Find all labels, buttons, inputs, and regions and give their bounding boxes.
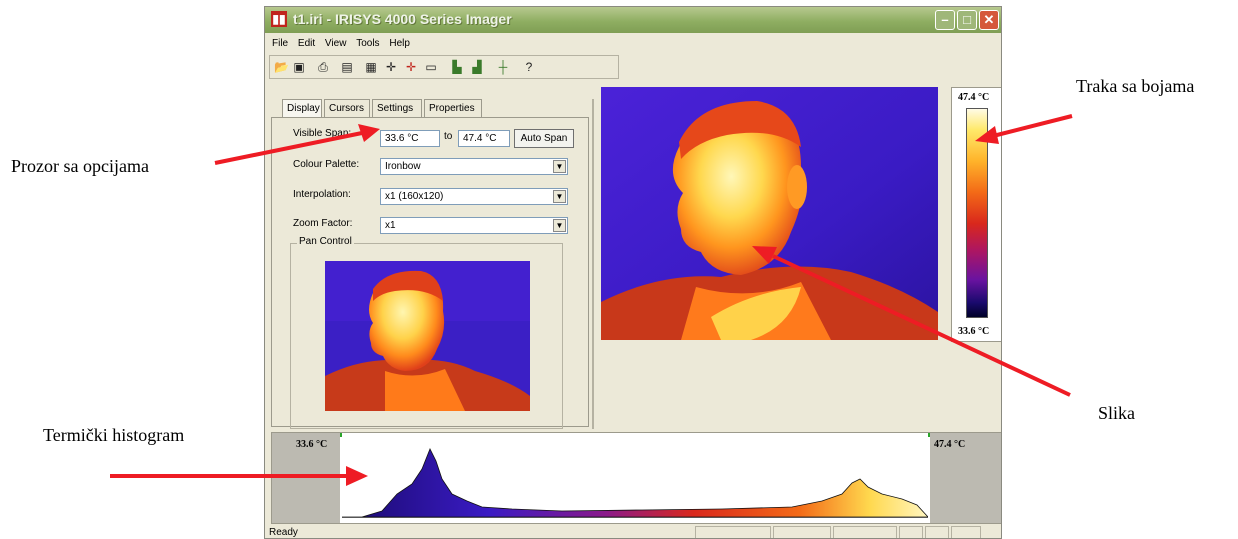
annotation-options: Prozor sa opcijama: [11, 156, 149, 176]
color-bar-max-label: 47.4 °C: [958, 92, 990, 103]
status-segment: [773, 526, 831, 538]
toolbar: 📂 ▣ ⎙ ▤ ▦ ✛ ✛ ▭ ▙ ▟ ┼ ?: [269, 55, 619, 79]
thermal-image[interactable]: [601, 87, 938, 340]
menu-help[interactable]: Help: [389, 38, 410, 49]
palette-select[interactable]: Ironbow ▼: [380, 158, 568, 175]
pan-control-label: Pan Control: [297, 236, 354, 247]
color-bar: [966, 108, 988, 318]
histogram-cursor-icon[interactable]: ┼: [498, 60, 508, 74]
window-title: t1.iri - IRISYS 4000 Series Imager: [293, 11, 512, 27]
cursor-icon[interactable]: ✛: [385, 60, 397, 74]
status-segment: [695, 526, 771, 538]
menu-tools[interactable]: Tools: [356, 38, 380, 49]
app-icon: ▮▮: [271, 11, 287, 27]
visible-span-label: Visible Span:: [293, 128, 352, 139]
span-to-label: to: [444, 131, 453, 142]
menu-file[interactable]: File: [272, 38, 289, 49]
chevron-down-icon[interactable]: ▼: [553, 219, 566, 232]
status-bar: Ready: [265, 525, 1001, 538]
help-icon[interactable]: ?: [525, 60, 533, 74]
interpolation-label: Interpolation:: [293, 189, 351, 200]
tab-settings[interactable]: Settings: [372, 99, 422, 117]
app-window: ▮▮ t1.iri - IRISYS 4000 Series Imager – …: [264, 6, 1002, 539]
chevron-down-icon[interactable]: ▼: [553, 190, 566, 203]
cursor-add-icon[interactable]: ✛: [405, 60, 417, 74]
save-icon[interactable]: ▣: [293, 60, 305, 74]
histogram-max-marker[interactable]: [928, 433, 930, 437]
histogram-axis: [342, 517, 928, 518]
status-segment: [925, 526, 949, 538]
color-bar-panel: 47.4 °C 33.6 °C: [951, 87, 1001, 342]
close-button[interactable]: ✕: [979, 10, 999, 30]
histogram-plot: [342, 448, 928, 517]
interpolation-select[interactable]: x1 (160x120) ▼: [380, 188, 568, 205]
status-segment: [899, 526, 923, 538]
annotation-colorbar: Traka sa bojama: [1076, 76, 1195, 96]
color-bar-min-label: 33.6 °C: [958, 326, 990, 337]
histogram-high-region: [930, 433, 1001, 523]
minimize-button[interactable]: –: [935, 10, 955, 30]
pan-thumbnail-image[interactable]: [325, 261, 530, 411]
histogram-max-label: 47.4 °C: [934, 439, 966, 450]
span-from-input[interactable]: 33.6 °C: [380, 130, 440, 147]
interpolation-value: x1 (160x120): [385, 191, 444, 202]
tab-cursors[interactable]: Cursors: [324, 99, 370, 117]
span-to-input[interactable]: 47.4 °C: [458, 130, 510, 147]
tab-display[interactable]: Display: [282, 99, 322, 117]
status-segment: [833, 526, 897, 538]
options-panel: Display Cursors Settings Properties Visi…: [268, 99, 589, 429]
tab-properties[interactable]: Properties: [424, 99, 482, 117]
maximize-button[interactable]: □: [957, 10, 977, 30]
auto-span-button[interactable]: Auto Span: [514, 129, 574, 148]
menu-view[interactable]: View: [324, 38, 347, 49]
open-icon[interactable]: 📂: [274, 60, 289, 74]
chevron-down-icon[interactable]: ▼: [553, 160, 566, 173]
annotation-histogram: Termički histogram: [43, 425, 185, 445]
thermal-histogram: 33.6 °C 47.4 °C: [271, 432, 1001, 524]
palette-value: Ironbow: [385, 161, 421, 172]
export-icon[interactable]: ▦: [365, 60, 377, 74]
status-text: Ready: [269, 527, 298, 538]
bar-chart-2-icon[interactable]: ▟: [472, 60, 482, 74]
palette-label: Colour Palette:: [293, 159, 360, 170]
histogram-min-marker[interactable]: [340, 433, 342, 437]
annotation-image: Slika: [1098, 403, 1136, 423]
menu-edit[interactable]: Edit: [297, 38, 316, 49]
pan-control-group: Pan Control: [290, 236, 563, 429]
print-icon[interactable]: ⎙: [318, 60, 328, 74]
zoom-value: x1: [385, 220, 396, 231]
panel-divider[interactable]: [592, 99, 594, 429]
bar-chart-icon[interactable]: ▙: [452, 60, 462, 74]
menu-bar: File Edit View Tools Help: [265, 35, 1001, 53]
histogram-min-label: 33.6 °C: [296, 439, 328, 450]
zoom-label: Zoom Factor:: [293, 218, 353, 229]
properties-icon[interactable]: ▤: [341, 60, 353, 74]
zoom-select[interactable]: x1 ▼: [380, 217, 568, 234]
status-segment: [951, 526, 981, 538]
title-bar[interactable]: ▮▮ t1.iri - IRISYS 4000 Series Imager – …: [265, 7, 1001, 33]
rectangle-icon[interactable]: ▭: [425, 60, 437, 74]
display-tab-panel: Visible Span: 33.6 °C to 47.4 °C Auto Sp…: [271, 117, 589, 427]
